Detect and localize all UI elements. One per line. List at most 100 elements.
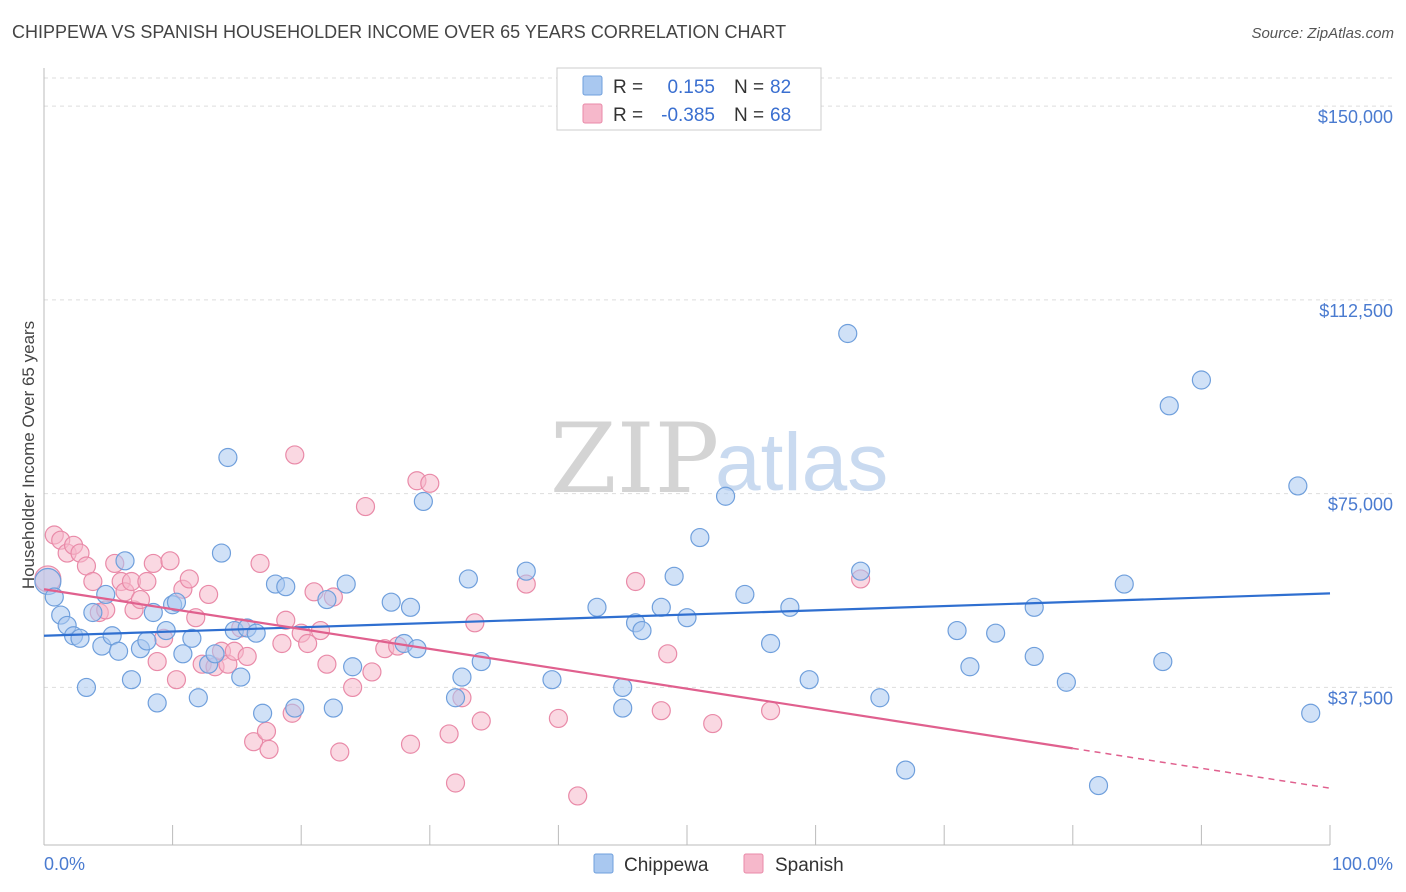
spanish-point-47 <box>330 742 350 762</box>
bottom-legend: Chippewa Spanish <box>593 853 844 876</box>
spanish-point-53 <box>400 734 421 754</box>
chippewa-point-63 <box>780 597 800 617</box>
chippewa-point-21 <box>173 644 193 664</box>
y-tick-label-1: $75,000 <box>1328 495 1393 515</box>
spanish-point-45 <box>317 654 337 674</box>
y-tick-label-3: $150,000 <box>1318 107 1393 127</box>
chippewa-point-32 <box>253 703 273 723</box>
legend-n-label-chippewa: N = <box>734 77 764 98</box>
spanish-point-35 <box>256 721 277 741</box>
chippewa-point-80 <box>1288 476 1308 496</box>
chippewa-series <box>34 323 1321 796</box>
bottom-legend-swatch-spanish <box>743 853 764 874</box>
chippewa-point-55 <box>632 620 652 641</box>
spanish-point-20 <box>160 551 180 571</box>
spanish-point-56 <box>439 724 459 744</box>
spanish-point-60 <box>471 711 491 731</box>
chippewa-trend-line <box>43 592 1331 637</box>
spanish-trend-line <box>43 588 1073 750</box>
trend-lines <box>43 588 1331 789</box>
spanish-point-32 <box>237 646 257 667</box>
chippewa-point-57 <box>664 566 684 586</box>
chippewa-point-38 <box>336 574 356 594</box>
chippewa-point-49 <box>516 561 536 581</box>
watermark-zip: ZIP <box>550 403 719 515</box>
spanish-point-23 <box>179 569 199 589</box>
chippewa-point-36 <box>317 589 337 610</box>
bottom-legend-chippewa: Chippewa <box>624 855 709 876</box>
chippewa-point-51 <box>587 597 607 617</box>
chippewa-point-70 <box>960 657 980 677</box>
chippewa-point-6 <box>76 677 97 698</box>
legend-r-value-spanish: -0.385 <box>661 105 715 126</box>
chippewa-point-35 <box>285 698 305 718</box>
chippewa-point-7 <box>83 602 103 623</box>
y-tick-label-2: $112,500 <box>1319 301 1393 321</box>
spanish-point-21 <box>166 670 187 690</box>
chippewa-point-31 <box>246 623 266 643</box>
chippewa-point-20 <box>166 592 187 612</box>
legend-swatch-chippewa <box>582 75 603 96</box>
bottom-legend-spanish: Spanish <box>775 855 844 876</box>
chippewa-point-45 <box>445 688 466 708</box>
legend-n-value-chippewa: 82 <box>770 77 791 98</box>
chippewa-point-25 <box>205 644 225 664</box>
chippewa-point-39 <box>343 657 363 677</box>
y-tick-label-0: $37,500 <box>1328 688 1393 708</box>
x-tick-labels: 0.0% 100.0% <box>44 854 1393 874</box>
spanish-point-17 <box>143 553 163 574</box>
chippewa-point-76 <box>1114 574 1134 594</box>
chippewa-point-62 <box>760 633 781 654</box>
watermark-atlas: atlas <box>715 417 888 508</box>
chippewa-point-47 <box>458 569 478 589</box>
chippewa-point-29 <box>231 667 251 687</box>
chippewa-point-81 <box>1301 703 1321 723</box>
spanish-point-57 <box>445 773 466 793</box>
bottom-legend-swatch-chippewa <box>593 853 614 874</box>
chippewa-point-66 <box>851 561 871 581</box>
chippewa-point-73 <box>1024 646 1044 667</box>
legend-r-label-spanish: R = <box>613 105 643 126</box>
chippewa-point-46 <box>452 667 472 687</box>
spanish-point-42 <box>298 633 318 654</box>
spanish-point-66 <box>658 644 678 664</box>
chippewa-point-68 <box>896 760 916 780</box>
spanish-point-62 <box>548 708 569 729</box>
spanish-point-7 <box>83 571 103 592</box>
spanish-point-37 <box>272 633 292 654</box>
chippewa-point-44 <box>413 491 433 512</box>
chippewa-point-11 <box>108 641 129 661</box>
chippewa-point-78 <box>1159 396 1179 416</box>
source-label: Source: ZipAtlas.com <box>1251 25 1394 42</box>
chippewa-point-37 <box>323 698 343 718</box>
chippewa-point-79 <box>1191 370 1212 390</box>
chippewa-point-13 <box>121 670 142 690</box>
chippewa-point-52 <box>613 677 633 698</box>
legend-box: R = 0.155 N = 82 R = -0.385 N = 68 <box>556 67 822 131</box>
chart-title: CHIPPEWA VS SPANISH HOUSEHOLDER INCOME O… <box>12 22 786 42</box>
chippewa-point-74 <box>1056 672 1076 692</box>
axes <box>43 68 1331 846</box>
chippewa-point-67 <box>870 688 890 708</box>
legend-n-label-spanish: N = <box>734 105 764 126</box>
chippewa-point-23 <box>188 688 208 708</box>
chippewa-point-59 <box>690 527 710 548</box>
chippewa-point-58 <box>677 608 697 628</box>
chippewa-point-5 <box>70 628 90 648</box>
chippewa-point-77 <box>1153 651 1173 672</box>
spanish-point-41 <box>285 445 305 465</box>
spanish-point-67 <box>703 713 723 734</box>
spanish-point-34 <box>250 553 270 574</box>
chippewa-point-42 <box>400 597 421 617</box>
y-axis-label: Householder Income Over 65 years <box>19 321 38 589</box>
chippewa-point-60 <box>715 486 736 506</box>
spanish-point-18 <box>147 651 167 672</box>
chippewa-point-56 <box>651 597 671 617</box>
chippewa-point-40 <box>381 592 401 612</box>
watermark: ZIP atlas <box>550 403 888 515</box>
chippewa-point-65 <box>838 323 858 344</box>
x-tick-label-max: 100.0% <box>1332 854 1393 874</box>
y-tick-labels: $37,500 $75,000 $112,500 $150,000 <box>1318 107 1393 708</box>
chippewa-point-34 <box>276 577 296 597</box>
